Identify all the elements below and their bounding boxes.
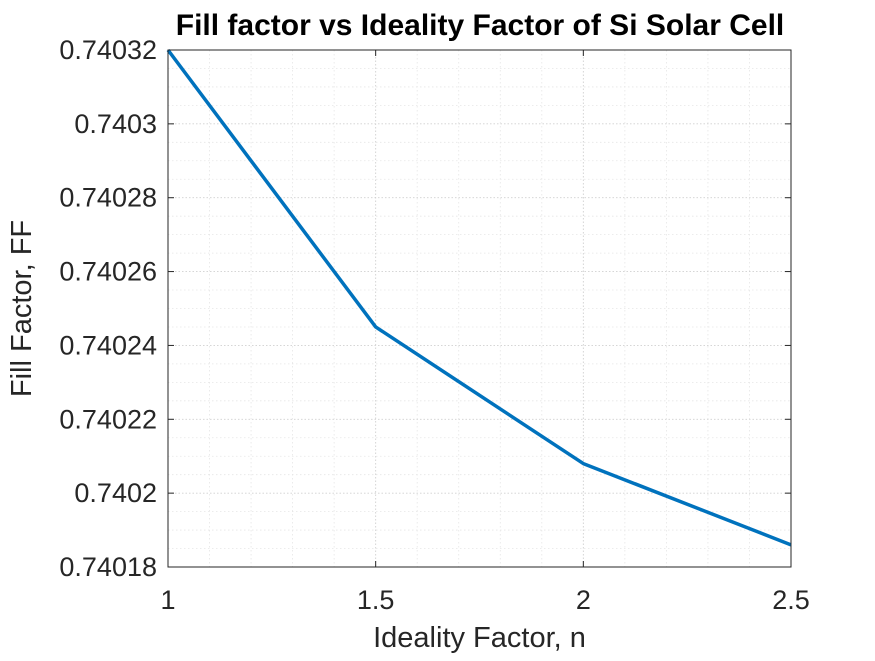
major-grid xyxy=(168,50,791,567)
x-tick-label: 2 xyxy=(576,585,591,615)
y-tick-label: 0.74032 xyxy=(59,35,157,65)
ticks-layer xyxy=(167,49,792,568)
y-tick-label: 0.7402 xyxy=(74,478,157,508)
y-tick-label: 0.74026 xyxy=(59,257,157,287)
series-layer xyxy=(166,48,792,547)
x-tick-label: 1.5 xyxy=(357,585,395,615)
x-tick-label: 1 xyxy=(160,585,175,615)
y-tick-label: 0.7403 xyxy=(74,109,157,139)
plot-frame xyxy=(167,49,792,568)
chart-title: Fill factor vs Ideality Factor of Si Sol… xyxy=(176,9,785,42)
tick-labels: 1 1.5 2 2.5 0.74018 0.7402 0.74022 0.74024 0.740… xyxy=(59,35,809,615)
y-axis-label: Fill Factor, FF xyxy=(6,220,38,397)
series-line xyxy=(166,48,792,547)
y-tick-label: 0.74028 xyxy=(59,183,157,213)
y-tick-label: 0.74018 xyxy=(59,552,157,582)
plot-area xyxy=(168,50,791,567)
y-tick-label: 0.74024 xyxy=(59,330,157,360)
y-tick-label: 0.74022 xyxy=(59,404,157,434)
x-tick-label: 2.5 xyxy=(772,585,810,615)
x-axis-label: Ideality Factor, n xyxy=(373,622,586,654)
